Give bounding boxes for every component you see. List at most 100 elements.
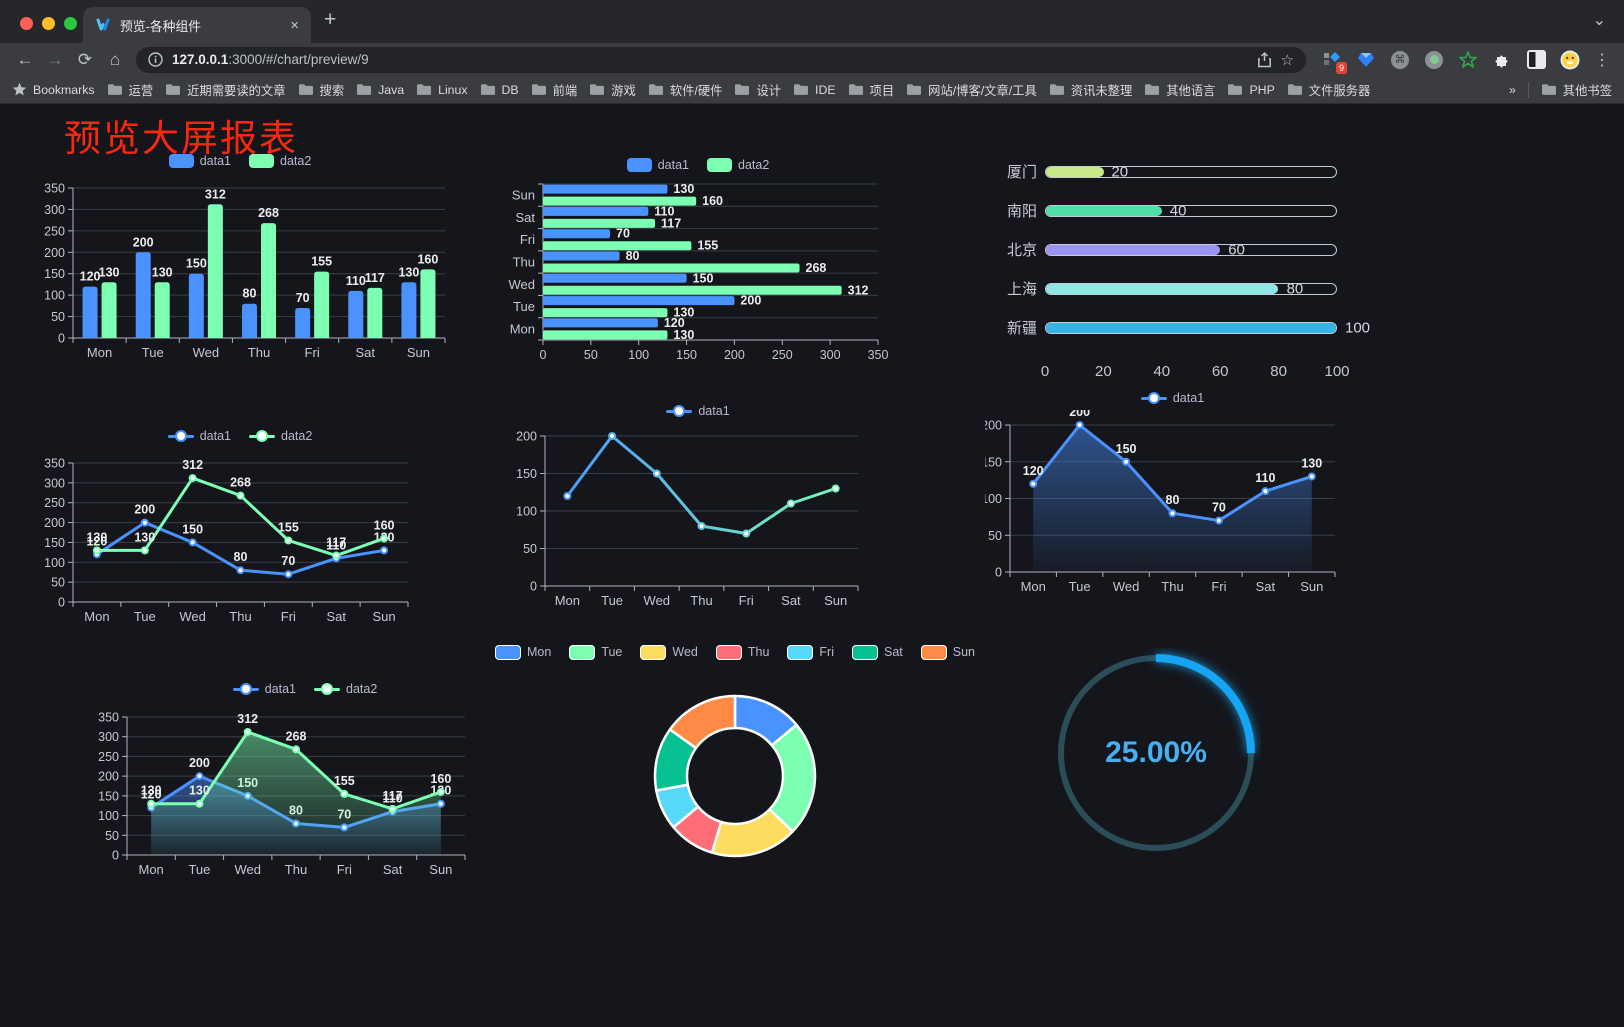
bookmark-folder-4[interactable]: Linux bbox=[416, 83, 468, 97]
legend-item[interactable]: data1 bbox=[626, 158, 689, 172]
gem-extension-icon[interactable] bbox=[1356, 50, 1376, 70]
legend-marker bbox=[167, 429, 194, 443]
data-label: 120 bbox=[141, 788, 162, 802]
y-tick-label: 150 bbox=[516, 467, 537, 481]
site-info-icon[interactable] bbox=[148, 52, 163, 67]
bookmark-folder-16[interactable]: 文件服务器 bbox=[1287, 81, 1370, 99]
url-text: 127.0.0.1:3000/#/chart/preview/9 bbox=[172, 52, 1248, 67]
legend-item[interactable]: Fri bbox=[787, 644, 834, 660]
command-extension-icon[interactable]: ⌘ bbox=[1390, 50, 1410, 70]
data-label: 120 bbox=[80, 270, 101, 284]
bookmark-folder-10[interactable]: IDE bbox=[793, 83, 836, 97]
legend-item[interactable]: data1 bbox=[168, 154, 231, 168]
new-tab-button[interactable]: + bbox=[324, 8, 337, 31]
bar bbox=[154, 282, 170, 338]
legend-item[interactable]: data2 bbox=[249, 154, 311, 168]
legend-item[interactable]: data2 bbox=[249, 429, 312, 443]
legend-item[interactable]: data1 bbox=[167, 429, 231, 443]
url-path: :3000/#/chart/preview/9 bbox=[228, 52, 369, 67]
data-point bbox=[188, 538, 197, 547]
legend-item[interactable]: data1 bbox=[232, 682, 296, 696]
green-star-extension-icon[interactable] bbox=[1458, 50, 1478, 70]
legend-item[interactable]: data2 bbox=[707, 158, 769, 172]
puzzle-extensions-icon[interactable] bbox=[1492, 50, 1512, 70]
bar bbox=[401, 282, 417, 338]
maximize-window-button[interactable] bbox=[64, 17, 77, 30]
minimize-window-button[interactable] bbox=[42, 17, 55, 30]
x-tick-label: Tue bbox=[1069, 579, 1091, 594]
share-icon[interactable] bbox=[1257, 51, 1272, 68]
other-bookmarks[interactable]: 其他书签 bbox=[1541, 81, 1612, 99]
record-extension-icon[interactable] bbox=[1424, 50, 1444, 70]
bookmark-folder-15[interactable]: PHP bbox=[1227, 83, 1275, 97]
back-icon[interactable]: ← bbox=[16, 49, 34, 69]
bookmark-folder-2[interactable]: 搜索 bbox=[298, 81, 344, 99]
data-point bbox=[147, 799, 156, 808]
series-data2: 130 130 312 268 155 117 160 bbox=[99, 187, 438, 338]
legend-item[interactable]: Mon bbox=[494, 644, 551, 660]
home-icon[interactable]: ⌂ bbox=[109, 49, 121, 69]
browser-menu-icon[interactable]: ⋮ bbox=[1594, 51, 1610, 69]
data-label: 268 bbox=[286, 729, 307, 743]
legend-item[interactable]: Thu bbox=[715, 644, 769, 660]
bookmark-folder-9[interactable]: 设计 bbox=[734, 81, 781, 99]
bar bbox=[82, 286, 98, 338]
bookmark-folder-8-label: 软件/硬件 bbox=[669, 83, 723, 98]
legend-item[interactable]: Wed bbox=[640, 644, 698, 660]
data-point bbox=[92, 546, 101, 555]
folder-icon bbox=[907, 84, 922, 95]
bookmarks-root[interactable]: Bookmarks bbox=[12, 82, 95, 97]
bookmarks-divider bbox=[1527, 81, 1529, 98]
data-label: 130 bbox=[673, 182, 694, 196]
progress-fill bbox=[1046, 283, 1278, 294]
bookmark-folder-7[interactable]: 游戏 bbox=[589, 81, 636, 99]
data-label: 200 bbox=[189, 756, 210, 770]
tab-close-icon[interactable]: × bbox=[290, 16, 299, 34]
reload-icon[interactable]: ⟳ bbox=[77, 49, 93, 69]
bookmark-folder-13[interactable]: 资讯未整理 bbox=[1049, 81, 1132, 99]
series-data2: 130 130 312 268 155 117 160 bbox=[86, 458, 395, 560]
page-title: 预览大屏报表 bbox=[64, 118, 298, 159]
legend-item[interactable]: Tue bbox=[569, 644, 622, 660]
bookmark-star-icon[interactable]: ☆ bbox=[1280, 51, 1294, 69]
legend-marker bbox=[314, 682, 340, 696]
bookmark-folder-8[interactable]: 软件/硬件 bbox=[648, 81, 723, 99]
data-label: 120 bbox=[664, 316, 685, 330]
legend-item[interactable]: Sun bbox=[920, 644, 975, 660]
x-tick-label: Thu bbox=[248, 345, 270, 360]
bookmark-folder-11-label: 项目 bbox=[869, 83, 895, 98]
legend-item[interactable]: data1 bbox=[1140, 391, 1204, 405]
chart-svg: Sun Sat Fri Thu Wed Tue Mon 0 50 100 150 200 250 300 3… bbox=[509, 182, 889, 362]
extension-grid-badge-icon[interactable]: 9 bbox=[1322, 50, 1347, 74]
legend-item[interactable]: Sat bbox=[852, 644, 903, 660]
legend-item[interactable]: data2 bbox=[314, 682, 377, 696]
data-label: 70 bbox=[616, 227, 630, 241]
tab-search-chevron-icon[interactable]: ⌄ bbox=[1592, 12, 1606, 29]
other-bookmarks-label: 其他书签 bbox=[1562, 83, 1612, 98]
bookmarks-overflow-chevron[interactable]: » bbox=[1509, 83, 1516, 97]
bookmark-folder-1[interactable]: 近期需要读的文章 bbox=[165, 81, 286, 99]
profile-avatar[interactable] bbox=[1560, 50, 1580, 70]
bookmark-folder-5[interactable]: DB bbox=[480, 83, 519, 97]
bookmark-folder-6[interactable]: 前端 bbox=[531, 81, 577, 99]
legend-item[interactable]: data1 bbox=[666, 404, 730, 418]
bookmark-folder-11[interactable]: 项目 bbox=[848, 81, 895, 99]
y-tick-label: 300 bbox=[98, 730, 119, 744]
reader-mode-icon[interactable] bbox=[1526, 50, 1546, 70]
progress-track bbox=[1045, 165, 1337, 178]
browser-tab[interactable]: 预览-各种组件 × bbox=[83, 7, 311, 43]
close-window-button[interactable] bbox=[20, 17, 33, 30]
folder-icon bbox=[590, 84, 605, 95]
y-tick-label: 0 bbox=[58, 596, 65, 610]
bookmark-folder-12[interactable]: 网站/博客/文章/工具 bbox=[906, 81, 1037, 99]
folder-icon bbox=[480, 84, 495, 95]
folder-icon bbox=[848, 84, 863, 95]
forward-icon[interactable]: → bbox=[46, 49, 64, 69]
bookmark-folder-3[interactable]: Java bbox=[356, 83, 404, 97]
bookmark-folder-14[interactable]: 其他语言 bbox=[1144, 81, 1215, 99]
progress-value: 20 bbox=[1111, 163, 1129, 180]
folder-icon bbox=[1228, 84, 1243, 95]
bookmark-folder-0[interactable]: 运营 bbox=[107, 81, 153, 99]
legend-label: Fri bbox=[819, 645, 834, 659]
address-bar[interactable]: 127.0.0.1:3000/#/chart/preview/9 ☆ bbox=[136, 46, 1306, 73]
